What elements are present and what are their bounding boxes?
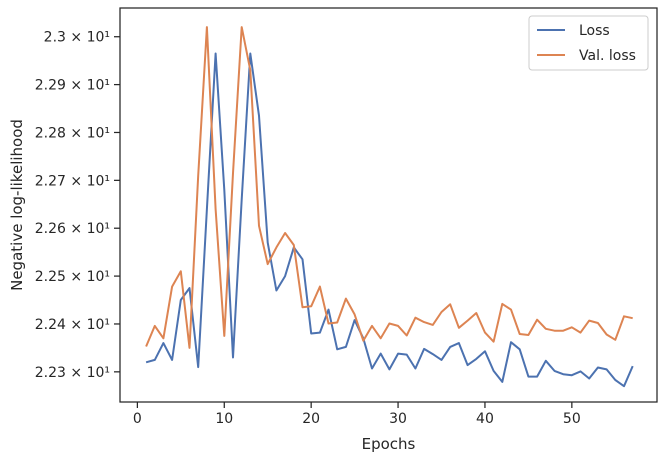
y-tick-label: 2.3 × 10¹ <box>44 30 110 46</box>
x-axis: 0 10 20 30 40 50 <box>133 402 581 427</box>
y-tick-label: 2.26 × 10¹ <box>35 221 110 237</box>
x-tick-label: 40 <box>476 411 494 427</box>
plot-lines <box>145 26 634 388</box>
y-tick-label: 2.29 × 10¹ <box>35 78 110 94</box>
legend: Loss Val. loss <box>528 15 649 71</box>
y-tick-label: 2.24 × 10¹ <box>35 317 110 333</box>
series-line-loss <box>145 52 634 388</box>
x-axis-label: Epochs <box>362 435 416 453</box>
legend-label-loss: Loss <box>579 23 610 39</box>
x-tick-label: 30 <box>389 411 407 427</box>
x-tick-label: 20 <box>302 411 320 427</box>
y-axis-label: Negative log-likelihood <box>8 119 26 291</box>
x-tick-label: 0 <box>133 411 142 427</box>
y-tick-label: 2.25 × 10¹ <box>35 269 110 285</box>
plot-frame <box>119 7 658 403</box>
x-tick-label: 50 <box>563 411 581 427</box>
series-line-val-loss <box>145 26 633 349</box>
x-tick-label: 10 <box>215 411 233 427</box>
y-tick-label: 2.23 × 10¹ <box>35 365 110 381</box>
y-tick-label: 2.27 × 10¹ <box>35 173 110 189</box>
y-axis: 2.23 × 10¹ 2.24 × 10¹ 2.25 × 10¹ 2.26 × 10¹… <box>35 30 120 381</box>
y-tick-label: 2.28 × 10¹ <box>35 125 110 141</box>
legend-label-val-loss: Val. loss <box>579 48 636 64</box>
